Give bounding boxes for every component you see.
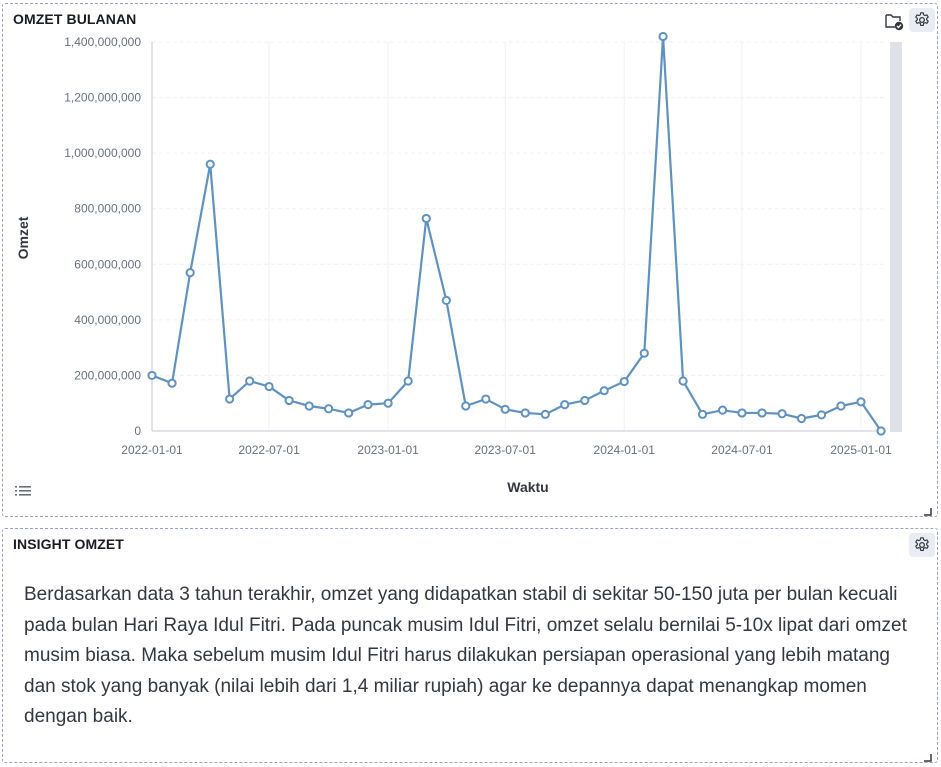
data-point: [383, 398, 393, 408]
data-point: [344, 408, 354, 418]
data-point: [580, 395, 590, 406]
data-point: [757, 408, 767, 418]
data-point: [876, 426, 886, 436]
data-point: [540, 409, 550, 419]
data-point: [599, 386, 609, 396]
insight-panel: INSIGHT OMZET Berdasarkan data 3 tahun t…: [2, 528, 938, 763]
data-point: [421, 213, 431, 224]
data-point: [639, 348, 649, 358]
resize-handle-icon[interactable]: [924, 503, 932, 516]
data-point: [658, 31, 668, 42]
data-point: [324, 404, 334, 414]
data-point: [717, 405, 728, 415]
data-point: [777, 409, 787, 419]
data-point: [441, 295, 451, 306]
line-chart: 0 200,000,000 400,000,000 600,000,000 800,00…: [15, 31, 902, 495]
x-tick-label: 2024-01-01: [594, 443, 656, 457]
x-tick-label: 2023-01-01: [357, 443, 419, 457]
data-point: [796, 413, 807, 424]
data-point: [697, 409, 708, 419]
y-tick-label: 1,200,000,000: [64, 91, 141, 105]
y-tick-label: 0: [134, 424, 141, 438]
data-point: [816, 410, 827, 420]
data-point: [225, 394, 235, 404]
x-axis-label: Waktu: [507, 479, 548, 495]
data-point: [264, 381, 274, 392]
data-point: [481, 394, 491, 404]
data-point: [737, 408, 747, 418]
folder-check-icon[interactable]: [883, 10, 905, 32]
data-point: [304, 401, 314, 411]
data-point: [856, 397, 866, 407]
data-point: [619, 376, 629, 387]
data-point: [284, 395, 294, 406]
y-tick-label: 600,000,000: [74, 257, 141, 271]
x-tick-label: 2025-01-01: [830, 443, 892, 457]
gear-icon[interactable]: [909, 8, 935, 32]
data-point: [245, 376, 255, 386]
data-point: [185, 268, 195, 278]
data-point: [461, 401, 471, 411]
data-point: [205, 159, 215, 169]
series-line: [151, 35, 882, 432]
data-point: [167, 378, 177, 388]
y-tick-label: 200,000,000: [74, 368, 141, 382]
gear-icon[interactable]: [909, 533, 935, 557]
x-tick-label: 2022-07-01: [238, 443, 300, 457]
insight-panel-title: INSIGHT OMZET: [13, 536, 124, 552]
data-point: [560, 400, 570, 410]
data-point: [678, 376, 688, 386]
data-point: [403, 376, 413, 386]
data-point: [520, 408, 530, 418]
chart-panel: OMZET BULANAN 0 200,000,000 400,000,000 600…: [2, 3, 938, 517]
list-icon[interactable]: [15, 485, 31, 504]
resize-handle-icon[interactable]: [924, 749, 932, 762]
y-tick-label: 400,000,000: [74, 313, 141, 327]
y-tick-label: 800,000,000: [74, 202, 141, 216]
data-point: [147, 370, 157, 381]
x-tick-label: 2022-01-01: [121, 443, 183, 457]
chart-panel-title: OMZET BULANAN: [13, 11, 137, 27]
chart-scroll-track: [890, 42, 902, 432]
data-point: [500, 404, 510, 414]
y-tick-label: 1,000,000,000: [64, 146, 141, 160]
x-tick-label: 2023-07-01: [475, 443, 537, 457]
data-point: [836, 401, 846, 411]
x-tick-label: 2024-07-01: [711, 443, 773, 457]
y-tick-label: 1,400,000,000: [64, 35, 141, 49]
data-point: [363, 400, 373, 410]
y-axis-label: Omzet: [15, 216, 31, 259]
insight-text: Berdasarkan data 3 tahun terakhir, omzet…: [24, 584, 907, 727]
